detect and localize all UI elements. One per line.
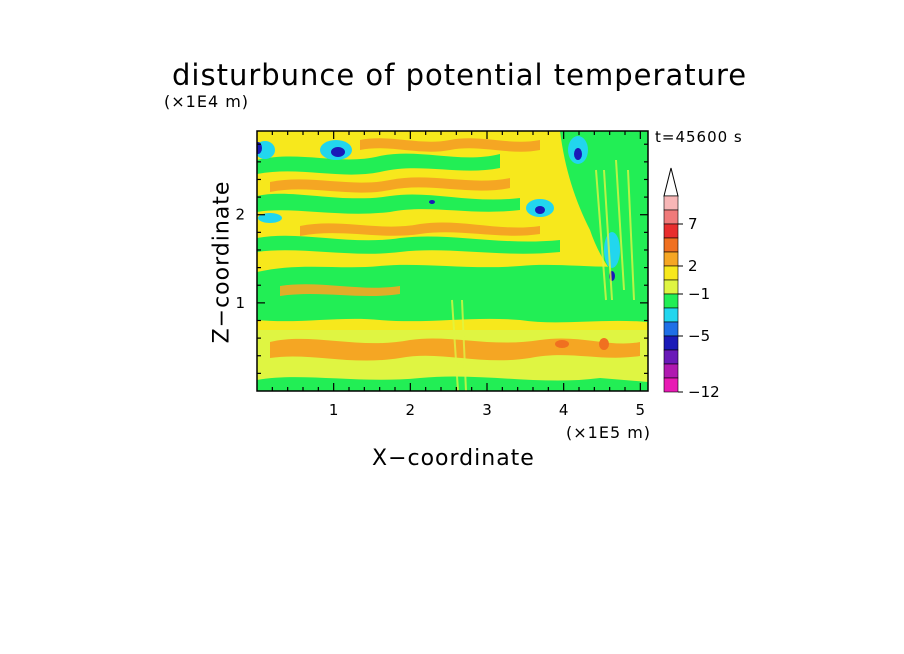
field-green-strip-4 (257, 153, 500, 175)
y-axis-ticks: 12 (235, 143, 648, 374)
colorbar-label: −5 (688, 327, 710, 345)
x-axis-ticks: 1 2 3 4 5 (271, 131, 646, 419)
field-cold-patch-4 (568, 136, 588, 164)
field-green-strip-3 (257, 193, 520, 214)
colorbar-swatch (663, 335, 679, 351)
colorbar-label: 2 (688, 257, 698, 275)
x-tick-label: 1 (329, 401, 339, 419)
x-tick-label: 3 (482, 401, 492, 419)
chart-title: disturbunce of potential temperature (172, 58, 748, 92)
field-very-cold-4 (574, 148, 582, 160)
field-wave-streaks (451, 159, 635, 391)
time-label: t=45600 s (655, 128, 743, 146)
field-warm-streak-2 (280, 284, 400, 296)
colorbar-swatch (663, 209, 679, 225)
colorbar: 7 2 −1 −5 −12 (663, 167, 720, 401)
field-warm-spot-2 (599, 338, 609, 350)
field-neutral-band (257, 264, 648, 323)
colorbar-swatch (663, 223, 679, 239)
x-tick-label: 5 (636, 401, 646, 419)
y-axis-label: Z−coordinate (209, 180, 235, 344)
y-tick-label: 1 (235, 294, 245, 312)
y-axis-unit: (×1E4 m) (164, 92, 250, 111)
x-tick-label: 2 (406, 401, 416, 419)
contour-field (257, 131, 648, 391)
field-background (257, 131, 648, 391)
plot-frame (256, 130, 649, 392)
field-cold-patch-6 (258, 213, 282, 223)
field-very-cold-3 (535, 206, 545, 214)
field-cold-patch-1 (320, 140, 352, 160)
x-tick-label: 4 (559, 401, 569, 419)
field-cold-patch-3 (526, 199, 554, 217)
colorbar-swatch (663, 237, 679, 253)
y-tick-label: 2 (235, 206, 245, 224)
field-warm-streak-4 (270, 177, 510, 193)
x-axis-unit: (×1E5 m) (566, 423, 652, 442)
field-very-cold-2 (257, 142, 262, 154)
colorbar-swatch (663, 363, 679, 379)
colorbar-swatch (663, 349, 679, 365)
colorbar-swatch (663, 307, 679, 323)
field-warm-streak-1 (270, 338, 640, 361)
colorbar-swatch (663, 377, 679, 393)
field-very-cold-1 (331, 147, 345, 157)
colorbar-label: 7 (688, 215, 698, 233)
field-warm-streak-3 (300, 222, 540, 236)
colorbar-swatch (663, 251, 679, 267)
field-very-cold-6 (429, 200, 435, 204)
field-cold-patch-2 (257, 141, 275, 159)
field-green-right (560, 131, 648, 300)
colorbar-swatch (663, 321, 679, 337)
colorbar-swatch (663, 265, 679, 281)
field-warm-streak-5 (360, 138, 540, 152)
field-green-strip-1 (257, 376, 648, 391)
field-green-strip-2 (257, 235, 560, 254)
field-very-cold-5 (609, 271, 615, 281)
x-axis-label: X−coordinate (372, 446, 535, 471)
colorbar-swatch (663, 293, 679, 309)
colorbar-extend-arrow (663, 167, 679, 197)
colorbar-label: −1 (688, 285, 710, 303)
colorbar-swatch (663, 195, 679, 211)
colorbar-label: −12 (688, 383, 720, 401)
field-warm-spot-1 (555, 340, 569, 348)
colorbar-swatch (663, 279, 679, 295)
field-lower-band (257, 330, 648, 391)
field-cold-patch-5 (604, 232, 620, 268)
